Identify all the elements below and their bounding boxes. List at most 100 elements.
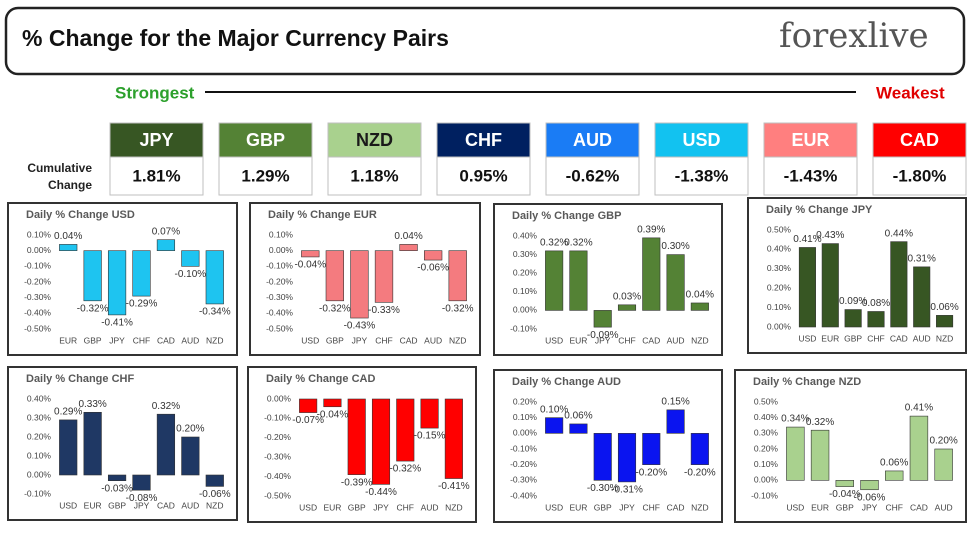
y-tick-label: 0.00%	[767, 321, 792, 331]
value-label: 0.32%	[540, 238, 568, 249]
value-label: 0.31%	[908, 254, 936, 265]
y-tick-label: 0.10%	[513, 286, 538, 296]
category-label: NZD	[206, 500, 223, 510]
value-label: 0.10%	[540, 404, 568, 415]
bar	[666, 254, 685, 311]
y-tick-label: 0.10%	[513, 412, 538, 422]
value-label: -0.29%	[126, 299, 158, 310]
y-tick-label: 0.10%	[767, 302, 792, 312]
currency-name: JPY	[139, 130, 173, 150]
currency-name: NZD	[356, 130, 393, 150]
category-label: USD	[786, 502, 804, 512]
value-label: -0.04%	[294, 260, 326, 271]
value-label: 0.07%	[152, 226, 180, 237]
currency-name: USD	[682, 130, 720, 150]
bar	[132, 250, 151, 297]
chart-title: Daily % Change CHF	[26, 373, 134, 385]
y-tick-label: 0.00%	[269, 245, 294, 255]
value-label: -0.32%	[389, 464, 421, 475]
value-label: -0.31%	[611, 485, 643, 496]
bar	[396, 398, 415, 462]
y-tick-label: -0.50%	[264, 490, 291, 500]
y-tick-label: 0.10%	[27, 229, 52, 239]
bar	[347, 398, 366, 475]
category-label: JPY	[595, 335, 611, 345]
bar	[569, 250, 588, 311]
y-tick-label: 0.30%	[754, 428, 779, 438]
bar	[301, 250, 320, 258]
currency-value: -1.43%	[784, 166, 838, 185]
category-label: JPY	[109, 335, 125, 345]
currency-header	[327, 122, 422, 158]
bar	[690, 302, 709, 311]
bar	[934, 448, 953, 481]
bar	[83, 250, 102, 302]
currency-value-box	[545, 156, 640, 196]
value-label: -0.30%	[587, 483, 619, 494]
category-label: AUD	[181, 335, 199, 345]
category-label: EUR	[84, 500, 102, 510]
y-tick-label: 0.10%	[269, 229, 294, 239]
currency-name: GBP	[246, 130, 285, 150]
value-label: -0.06%	[199, 489, 231, 500]
y-tick-label: -0.30%	[266, 292, 293, 302]
category-label: JPY	[134, 500, 150, 510]
value-label: 0.34%	[781, 414, 809, 425]
currency-value-box	[763, 156, 858, 196]
y-tick-label: 0.30%	[27, 412, 52, 422]
currency-name: AUD	[573, 130, 612, 150]
value-label: -0.08%	[126, 493, 158, 504]
category-label: USD	[545, 335, 563, 345]
value-label: 0.20%	[176, 424, 204, 435]
currency-header	[218, 122, 313, 158]
y-tick-label: 0.20%	[754, 443, 779, 453]
y-tick-label: 0.00%	[754, 475, 779, 485]
y-tick-label: -0.50%	[266, 323, 293, 333]
bar	[420, 398, 439, 429]
value-label: 0.30%	[661, 241, 689, 252]
y-tick-label: 0.00%	[513, 305, 538, 315]
bar	[666, 409, 685, 434]
bar	[617, 433, 637, 483]
y-tick-label: -0.40%	[264, 471, 291, 481]
y-tick-label: 0.50%	[754, 396, 779, 406]
category-label: GBP	[84, 335, 102, 345]
y-tick-label: -0.20%	[24, 276, 51, 286]
currency-header	[545, 122, 640, 158]
value-label: 0.20%	[929, 436, 957, 447]
category-label: AUD	[935, 502, 953, 512]
bar	[59, 419, 78, 476]
y-tick-label: -0.40%	[266, 308, 293, 318]
weakest-label: Weakest	[876, 83, 945, 102]
chart-title: Daily % Change EUR	[268, 209, 377, 221]
value-label: -0.32%	[77, 303, 109, 314]
category-label: JPY	[373, 502, 389, 512]
bar	[690, 433, 709, 465]
bar	[59, 244, 78, 251]
category-label: USD	[301, 335, 319, 345]
bar	[860, 480, 879, 491]
value-label: 0.41%	[905, 403, 933, 414]
chart-title: Daily % Change NZD	[753, 376, 861, 388]
bar	[448, 250, 467, 302]
y-tick-label: 0.10%	[27, 450, 52, 460]
category-label: GBP	[594, 502, 612, 512]
category-label: GBP	[836, 502, 854, 512]
y-tick-label: 0.40%	[754, 412, 779, 422]
bar	[936, 315, 954, 328]
value-label: -0.41%	[101, 318, 133, 329]
y-tick-label: 0.00%	[513, 428, 538, 438]
bar	[374, 250, 394, 303]
y-tick-label: -0.40%	[24, 308, 51, 318]
value-label: -0.20%	[635, 467, 667, 478]
y-tick-label: -0.30%	[24, 292, 51, 302]
currency-header	[654, 122, 749, 158]
category-label: AUD	[181, 500, 199, 510]
y-tick-label: -0.20%	[510, 459, 537, 469]
category-label: CAD	[890, 333, 908, 343]
value-label: -0.32%	[319, 303, 351, 314]
bar	[156, 239, 176, 251]
currency-header	[436, 122, 531, 158]
category-label: NZD	[445, 502, 462, 512]
value-label: 0.04%	[686, 290, 714, 301]
